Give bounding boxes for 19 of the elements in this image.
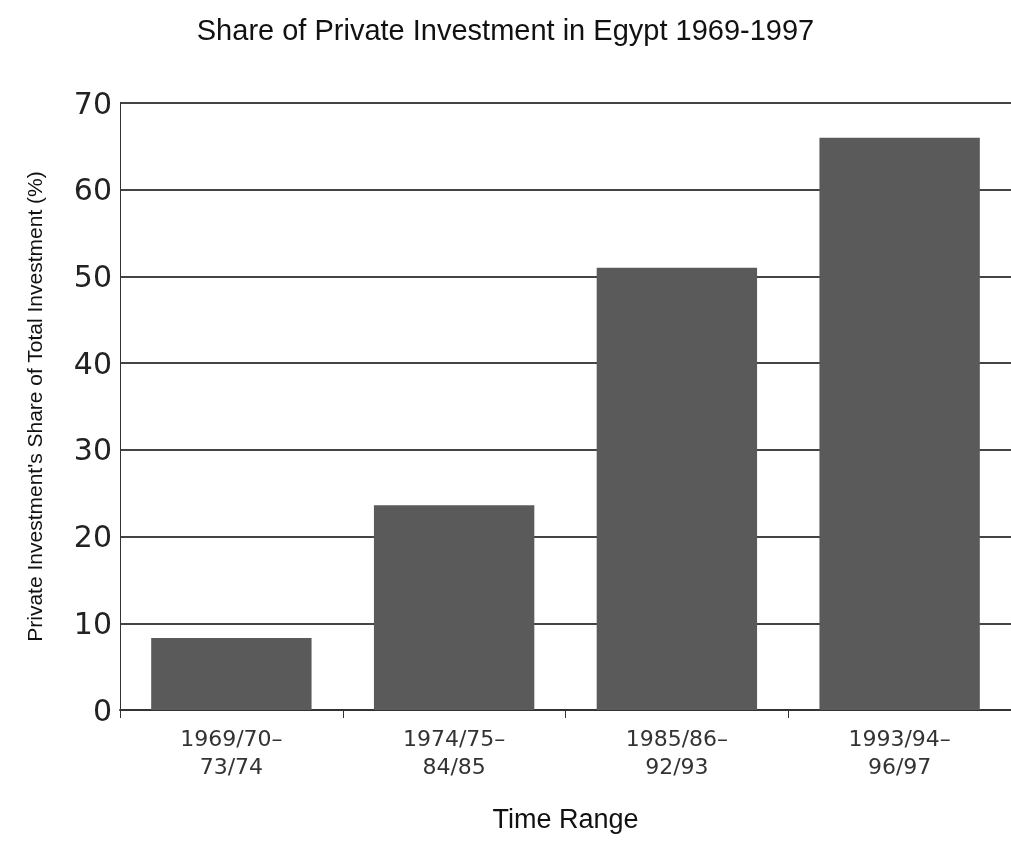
x-tick-label: 1974/75– 84/85 <box>402 725 506 779</box>
y-tick-label: 60 <box>73 172 112 208</box>
y-tick-label: 0 <box>92 692 112 728</box>
x-axis-title: Time Range <box>492 803 639 834</box>
y-tick-label: 30 <box>73 432 112 468</box>
bar <box>373 505 535 710</box>
y-axis-title: Private Investment's Share of Total Investment (%) <box>23 171 46 642</box>
y-tick-label: 70 <box>73 85 112 121</box>
y-tick-label: 10 <box>73 605 112 641</box>
y-tick-label: 20 <box>73 519 112 555</box>
x-tick-label: 1985/86– 92/93 <box>625 725 729 779</box>
y-tick-label: 40 <box>73 345 112 381</box>
bar <box>596 267 758 710</box>
y-tick-label: 50 <box>73 258 112 294</box>
bar <box>819 137 980 710</box>
chart-title: Share of Private Investment in Egypt 1969-1997 <box>196 13 815 46</box>
x-tick-label: 1969/70– 73/74 <box>180 725 283 779</box>
x-tick-label: 1993/94– 96/97 <box>848 725 951 779</box>
bar <box>151 638 312 710</box>
